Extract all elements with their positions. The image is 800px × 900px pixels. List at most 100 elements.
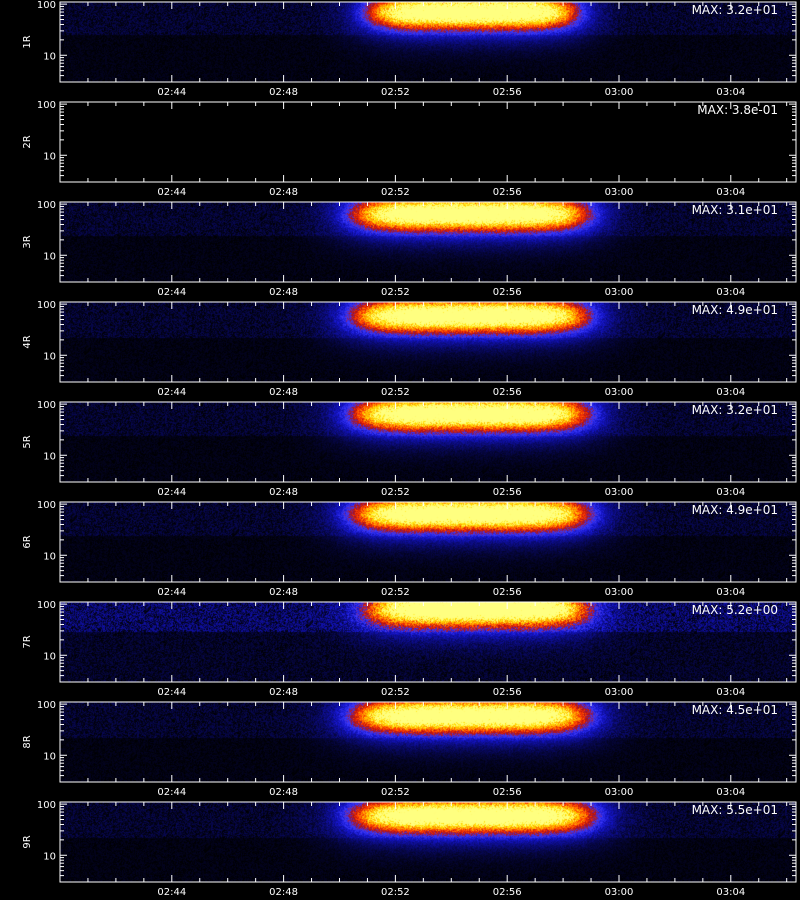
spectrogram-plot: 10 100 4R 02:44 02:48 02:52 02:56 03:00 03:04 MAX…: [22, 300, 797, 398]
x-tick-label: 02:52: [381, 87, 410, 98]
spectrogram-plot: 10 100 5R 02:44 02:48 02:52 02:56 03:00 03:04 MAX…: [22, 400, 797, 498]
spectrogram-plot: 10 100 6R 02:44 02:48 02:52 02:56 03:00 03:04 MAX…: [22, 500, 797, 598]
intensity-map: [60, 502, 796, 582]
y-tick-label: 100: [37, 800, 56, 811]
x-tick-label: 02:52: [381, 587, 410, 598]
y-axis-label: 1R: [22, 35, 33, 48]
x-tick-label: 03:00: [605, 787, 634, 798]
x-tick-label: 03:00: [605, 587, 634, 598]
x-tick-label: 03:00: [605, 687, 634, 698]
x-tick-label: 02:56: [493, 787, 522, 798]
plot-frame: [59, 601, 797, 683]
y-tick-label: 10: [43, 151, 56, 162]
spectrogram-plot: 10 100 7R 02:44 02:48 02:52 02:56 03:00 03:04 MAX…: [22, 600, 797, 698]
plot-frame: [59, 301, 797, 383]
plot-frame: [59, 201, 797, 283]
y-axis-label: 3R: [22, 235, 33, 248]
x-tick-label: 03:04: [716, 587, 745, 598]
y-tick-label: 100: [37, 500, 56, 511]
max-label: MAX: 3.2e+01: [692, 403, 778, 417]
x-tick-label: 02:48: [269, 787, 298, 798]
x-tick-label: 03:04: [716, 787, 745, 798]
y-axis-label: 7R: [22, 635, 33, 648]
plot-frame: [59, 701, 797, 783]
x-tick-label: 03:00: [605, 487, 634, 498]
x-tick-label: 02:48: [269, 487, 298, 498]
x-tick-label: 02:48: [269, 887, 298, 898]
intensity-map: [60, 102, 796, 182]
max-label: MAX: 3.8e-01: [697, 103, 778, 117]
panel-5r: 10 100 5R 02:44 02:48 02:52 02:56 03:00 03:04 MAX…: [0, 400, 800, 500]
spectrogram-plot: 10 100 8R 02:44 02:48 02:52 02:56 03:00 03:04 MAX…: [22, 700, 797, 798]
y-axis-label: 4R: [22, 335, 33, 348]
x-tick-label: 02:52: [381, 887, 410, 898]
y-axis-label: 5R: [22, 435, 33, 448]
plot-frame: [59, 501, 797, 583]
max-label: MAX: 4.9e+01: [692, 303, 778, 317]
y-tick-label: 100: [37, 400, 56, 411]
x-tick-label: 02:56: [493, 87, 522, 98]
y-tick-label: 10: [43, 451, 56, 462]
x-tick-label: 02:56: [493, 187, 522, 198]
y-tick-label: 10: [43, 51, 56, 62]
x-tick-label: 02:52: [381, 487, 410, 498]
y-tick-label: 10: [43, 551, 56, 562]
spectrogram-plot: 10 100 9R 02:44 02:48 02:52 02:56 03:00 03:04 MAX…: [22, 800, 797, 898]
x-tick-label: 02:56: [493, 687, 522, 698]
x-tick-label: 03:04: [716, 187, 745, 198]
spectrogram-plot: 10 100 1R 02:44 02:48 02:52 02:56 03:00 03:04 MAX…: [22, 0, 797, 98]
max-label: MAX: 5.2e+00: [692, 603, 778, 617]
y-tick-label: 100: [37, 700, 56, 711]
y-axis-label: 2R: [22, 135, 33, 148]
x-tick-label: 02:44: [157, 587, 186, 598]
x-tick-label: 03:00: [605, 387, 634, 398]
x-tick-label: 03:00: [605, 887, 634, 898]
x-tick-label: 02:52: [381, 687, 410, 698]
intensity-map: [60, 302, 796, 382]
x-tick-label: 03:04: [716, 287, 745, 298]
panel-3r: 10 100 3R 02:44 02:48 02:52 02:56 03:00 03:04 MAX…: [0, 200, 800, 300]
max-label: MAX: 5.5e+01: [692, 803, 778, 817]
y-tick-label: 10: [43, 651, 56, 662]
x-tick-label: 03:00: [605, 87, 634, 98]
spectrogram-plot: 10 100 2R 02:44 02:48 02:52 02:56 03:00 03:04 MAX…: [22, 100, 797, 198]
x-tick-label: 02:56: [493, 587, 522, 598]
max-label: MAX: 4.9e+01: [692, 503, 778, 517]
intensity-map: [60, 602, 796, 682]
max-label: MAX: 4.5e+01: [692, 703, 778, 717]
panel-8r: 10 100 8R 02:44 02:48 02:52 02:56 03:00 03:04 MAX…: [0, 700, 800, 800]
intensity-map: [60, 402, 796, 482]
x-tick-label: 02:44: [157, 487, 186, 498]
y-tick-label: 10: [43, 851, 56, 862]
x-tick-label: 03:04: [716, 887, 745, 898]
max-label: MAX: 3.2e+01: [692, 3, 778, 17]
x-tick-label: 03:04: [716, 87, 745, 98]
x-tick-label: 02:52: [381, 287, 410, 298]
intensity-map: [60, 2, 796, 82]
x-tick-label: 03:04: [716, 687, 745, 698]
x-tick-label: 02:44: [157, 887, 186, 898]
y-tick-label: 100: [37, 200, 56, 211]
y-tick-label: 10: [43, 251, 56, 262]
x-tick-label: 02:44: [157, 187, 186, 198]
x-tick-label: 02:48: [269, 387, 298, 398]
x-tick-label: 02:48: [269, 287, 298, 298]
y-axis-label: 8R: [22, 735, 33, 748]
start-time-footer: [0, 888, 800, 900]
x-tick-label: 02:48: [269, 87, 298, 98]
y-tick-label: 10: [43, 751, 56, 762]
x-tick-label: 02:44: [157, 287, 186, 298]
x-tick-label: 03:00: [605, 187, 634, 198]
x-tick-label: 02:56: [493, 387, 522, 398]
x-tick-label: 02:52: [381, 387, 410, 398]
y-tick-label: 10: [43, 351, 56, 362]
panel-7r: 10 100 7R 02:44 02:48 02:52 02:56 03:00 03:04 MAX…: [0, 600, 800, 700]
y-tick-label: 100: [37, 0, 56, 11]
y-axis-label: 6R: [22, 535, 33, 548]
intensity-map: [60, 702, 796, 782]
x-tick-label: 02:44: [157, 87, 186, 98]
x-tick-label: 02:48: [269, 187, 298, 198]
x-tick-label: 03:04: [716, 387, 745, 398]
panel-4r: 10 100 4R 02:44 02:48 02:52 02:56 03:00 03:04 MAX…: [0, 300, 800, 400]
intensity-map: [60, 202, 796, 282]
